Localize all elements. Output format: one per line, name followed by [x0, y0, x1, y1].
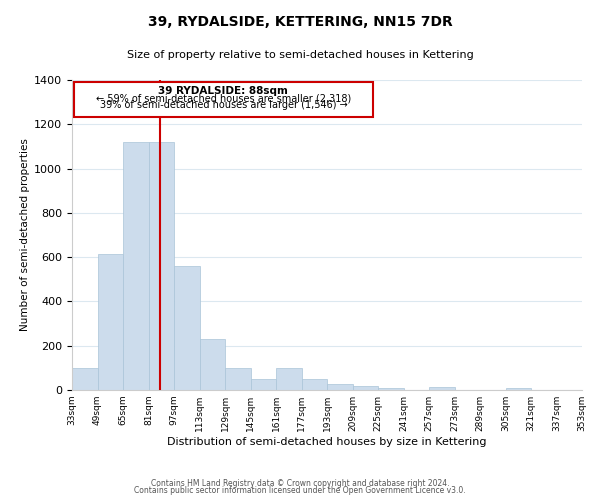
Bar [123, 142, 149, 390]
Bar [72, 368, 97, 390]
Bar [149, 142, 174, 390]
Bar [251, 379, 276, 390]
Bar [174, 266, 199, 390]
Y-axis label: Number of semi-detached properties: Number of semi-detached properties [20, 138, 30, 332]
Bar [378, 388, 404, 390]
Bar [327, 384, 353, 390]
Text: 39 RYDALSIDE: 88sqm: 39 RYDALSIDE: 88sqm [158, 86, 289, 96]
FancyBboxPatch shape [74, 82, 373, 117]
Bar [302, 379, 327, 390]
Bar [505, 388, 531, 390]
Text: Contains public sector information licensed under the Open Government Licence v3: Contains public sector information licen… [134, 486, 466, 495]
Bar [225, 368, 251, 390]
Text: Size of property relative to semi-detached houses in Kettering: Size of property relative to semi-detach… [127, 50, 473, 60]
Bar [429, 386, 455, 390]
X-axis label: Distribution of semi-detached houses by size in Kettering: Distribution of semi-detached houses by … [167, 437, 487, 447]
Text: Contains HM Land Registry data © Crown copyright and database right 2024.: Contains HM Land Registry data © Crown c… [151, 478, 449, 488]
Bar [353, 386, 378, 390]
Bar [276, 368, 302, 390]
Bar [97, 254, 123, 390]
Bar [199, 339, 225, 390]
Text: 39, RYDALSIDE, KETTERING, NN15 7DR: 39, RYDALSIDE, KETTERING, NN15 7DR [148, 15, 452, 29]
Text: ← 59% of semi-detached houses are smaller (2,318): ← 59% of semi-detached houses are smalle… [96, 94, 351, 104]
Text: 39% of semi-detached houses are larger (1,546) →: 39% of semi-detached houses are larger (… [100, 100, 347, 110]
